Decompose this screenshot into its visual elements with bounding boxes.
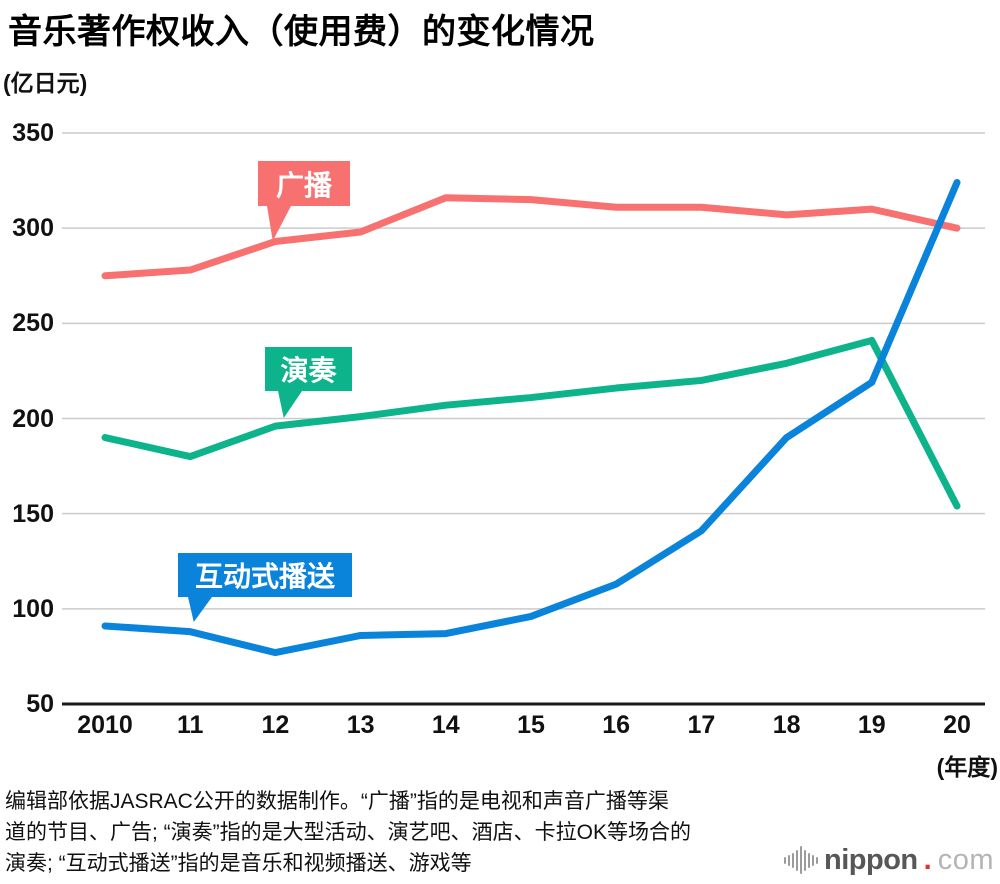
x-tick-18: 18 xyxy=(772,711,801,739)
logo-text-main: nippon xyxy=(824,843,918,876)
page-title: 音乐著作权收入（使用费）的变化情况 xyxy=(8,13,595,51)
y-axis-unit-label: (亿日元) xyxy=(3,70,88,96)
x-tick-13: 13 xyxy=(346,711,375,739)
legend-label-performance: 演奏 xyxy=(280,355,337,386)
legend-callout-broadcast: 广播 xyxy=(258,161,350,241)
y-tick-350: 350 xyxy=(12,119,54,147)
source-note: 编辑部依据JASRAC公开的数据制作。“广播”指的是电视和声音广播等渠 道的节目… xyxy=(5,786,691,879)
x-tick-2010: 2010 xyxy=(77,711,133,739)
y-tick-300: 300 xyxy=(12,214,54,243)
legend-callout-performance: 演奏 xyxy=(265,347,352,418)
x-axis-unit-label: (年度) xyxy=(936,754,998,780)
legend-label-interactive: 互动式播送 xyxy=(194,561,335,592)
logo-dot: . xyxy=(923,843,932,876)
source-note-line3: 演奏; “互动式播送”指的是音乐和视频播送、游戏等 xyxy=(5,852,472,875)
logo-text-suffix: com xyxy=(937,843,994,876)
legend-callout-interactive: 互动式播送 xyxy=(178,553,352,622)
legend-label-broadcast: 广播 xyxy=(275,169,332,201)
y-tick-100: 100 xyxy=(12,594,54,623)
series-line-2 xyxy=(101,178,961,657)
nippon-logo: nippon. com xyxy=(783,840,995,880)
series-line-0 xyxy=(101,194,961,280)
x-tick-19: 19 xyxy=(857,711,886,739)
y-tick-200: 200 xyxy=(12,404,54,433)
series-line-1 xyxy=(101,336,961,510)
x-tick-17: 17 xyxy=(687,711,716,739)
y-tick-50: 50 xyxy=(26,690,54,718)
line-chart-canvas xyxy=(62,132,985,706)
x-tick-12: 12 xyxy=(261,711,290,739)
source-note-line2: 道的节目、广告; “演奏”指的是大型活动、演艺吧、酒店、卡拉OK等场合的 xyxy=(5,821,691,844)
y-tick-150: 150 xyxy=(12,499,54,528)
x-tick-16: 16 xyxy=(602,711,631,739)
x-tick-20: 20 xyxy=(943,711,971,739)
x-tick-11: 11 xyxy=(176,711,204,739)
soundwave-icon xyxy=(783,844,818,876)
source-note-line1: 编辑部依据JASRAC公开的数据制作。“广播”指的是电视和声音广播等渠 xyxy=(5,790,669,813)
x-tick-15: 15 xyxy=(517,711,545,739)
y-tick-250: 250 xyxy=(12,309,54,338)
x-tick-14: 14 xyxy=(431,711,460,739)
